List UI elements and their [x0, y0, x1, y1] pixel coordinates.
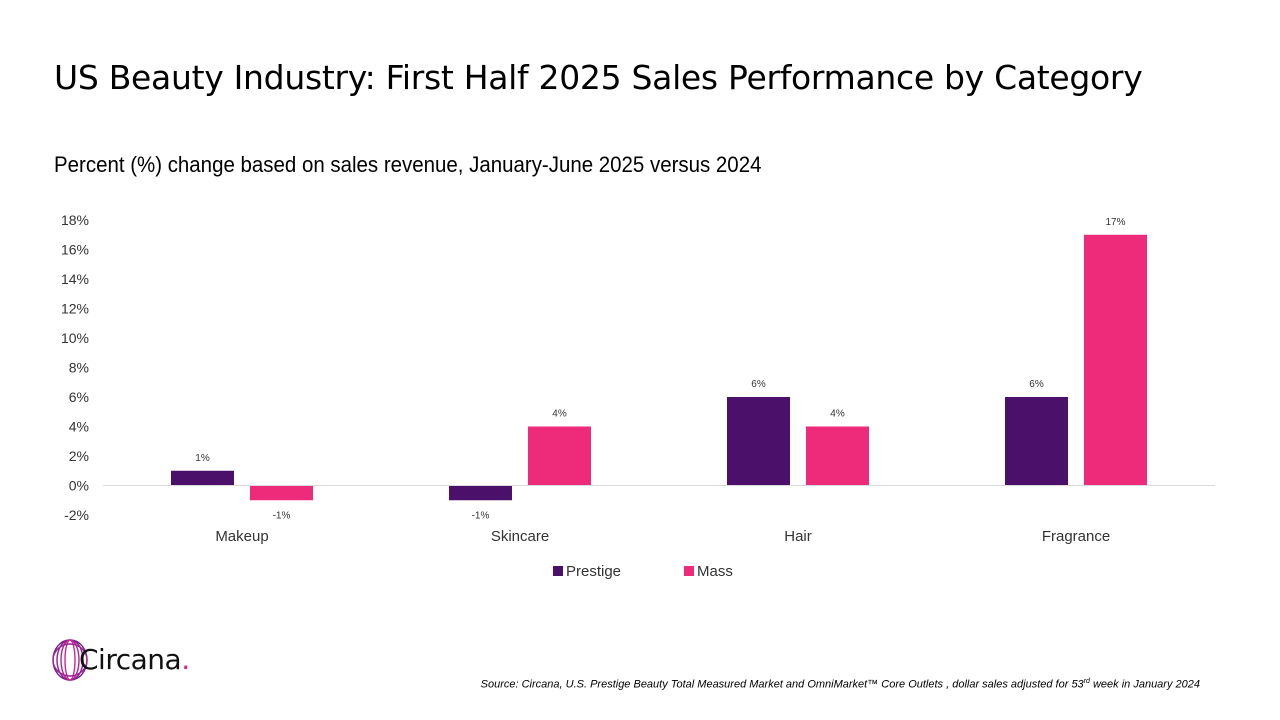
data-label: -1% — [273, 510, 291, 521]
bar-prestige-fragrance — [1005, 397, 1068, 486]
bar-prestige-skincare — [449, 485, 512, 501]
data-label: 17% — [1105, 217, 1125, 228]
bar-mass-makeup — [250, 485, 313, 501]
circana-rings-icon — [52, 639, 88, 681]
source-superscript: rd — [1083, 678, 1090, 685]
circana-logo-text: Circana. — [79, 643, 190, 677]
category-label: Hair — [784, 528, 812, 545]
data-label: 4% — [830, 409, 845, 420]
page-subtitle: Percent (%) change based on sales revenu… — [54, 152, 762, 177]
y-tick-label: 4% — [69, 419, 89, 435]
category-label: Fragrance — [1042, 528, 1110, 545]
bar-mass-fragrance — [1084, 234, 1147, 486]
y-tick-label: 10% — [61, 330, 89, 346]
y-tick-label: 2% — [69, 448, 89, 464]
y-tick-label: 14% — [61, 271, 89, 287]
x-axis: Makeup Skincare Hair Fragrance — [103, 485, 1215, 545]
page-title: US Beauty Industry: First Half 2025 Sale… — [54, 58, 1143, 97]
data-label: 1% — [195, 453, 210, 464]
y-axis: -2% 0% 2% 4% 6% 8% 10% 12% 14% 16% 18% — [61, 212, 89, 523]
legend-swatch-mass — [684, 566, 694, 576]
logo-dot: . — [181, 643, 190, 676]
y-tick-label: 16% — [61, 242, 89, 258]
category-label: Makeup — [215, 528, 268, 545]
data-label: 6% — [1029, 379, 1044, 390]
legend-swatch-prestige — [553, 566, 563, 576]
y-tick-label: 18% — [61, 212, 89, 228]
y-tick-label: 6% — [69, 389, 89, 405]
bar-chart: -2% 0% 2% 4% 6% 8% 10% 12% 14% 16% 18% 1% -1% -1% 4% 6… — [61, 212, 1215, 580]
logo-wordmark: Circana — [79, 643, 182, 676]
data-label: -1% — [472, 510, 490, 521]
legend: Prestige Mass — [553, 563, 733, 580]
y-tick-label: 12% — [61, 301, 89, 317]
bar-prestige-hair — [727, 397, 790, 486]
data-label: 6% — [751, 379, 766, 390]
legend-label-mass: Mass — [697, 563, 733, 580]
data-label: 4% — [552, 409, 567, 420]
y-tick-label: 0% — [69, 478, 89, 494]
source-prefix: Source: Circana, U.S. Prestige Beauty To… — [480, 678, 1084, 691]
bar-mass-skincare — [528, 426, 591, 486]
y-tick-label: 8% — [69, 360, 89, 376]
bar-prestige-makeup — [171, 470, 234, 486]
y-tick-label: -2% — [64, 507, 89, 523]
bar-mass-hair — [806, 426, 869, 486]
category-label: Skincare — [491, 528, 549, 545]
source-suffix: week in January 2024 — [1089, 678, 1200, 691]
bars: 1% -1% -1% 4% 6% 4% 6% 17% — [171, 217, 1147, 521]
legend-label-prestige: Prestige — [566, 563, 621, 580]
source-note: Source: Circana, U.S. Prestige Beauty To… — [481, 678, 1200, 691]
